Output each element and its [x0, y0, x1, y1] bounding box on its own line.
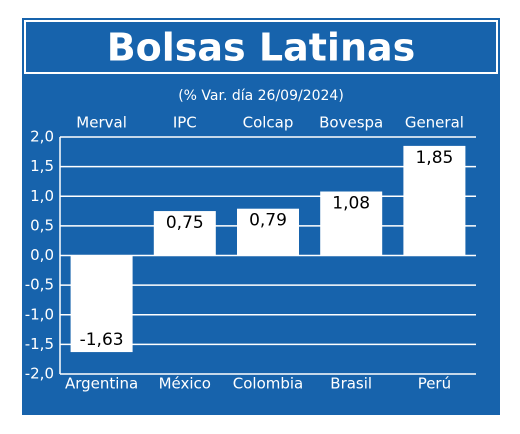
x-tick-label: Argentina: [65, 375, 138, 393]
x-tick-label: Perú: [418, 375, 451, 393]
x-tick-label: Brasil: [330, 375, 372, 393]
y-tick-label: -2,0: [25, 365, 54, 383]
index-name: Colcap: [243, 114, 294, 132]
x-tick-label: Colombia: [233, 375, 304, 393]
bar: [237, 208, 299, 256]
index-name: Merval: [76, 114, 127, 132]
bar: [70, 255, 133, 353]
index-name: IPC: [173, 114, 197, 132]
index-name: General: [405, 114, 464, 132]
index-name: Bovespa: [319, 114, 383, 132]
title-box: [24, 20, 498, 74]
chart-title: Bolsas Latinas: [107, 26, 416, 70]
value-label: 1,08: [332, 194, 370, 214]
value-label: 0,79: [249, 211, 287, 231]
bar: [403, 145, 466, 256]
y-tick-label: 0,5: [30, 216, 54, 234]
chart-subtitle: (% Var. día 26/09/2024): [178, 88, 344, 104]
bar: [153, 211, 216, 256]
x-tick-label: México: [159, 375, 211, 393]
y-tick-label: -0,5: [25, 276, 54, 294]
y-tick-label: -1,0: [25, 305, 54, 323]
y-tick-label: 1,5: [30, 157, 54, 175]
y-tick-label: 2,0: [30, 128, 54, 146]
y-tick-label: 1,0: [30, 187, 54, 205]
y-tick-label: -1,5: [25, 335, 54, 353]
value-label: 1,85: [415, 148, 453, 168]
value-label: -1,63: [80, 330, 124, 350]
value-label: 0,75: [166, 213, 204, 233]
y-tick-label: 0,0: [30, 246, 54, 264]
bar: [320, 191, 383, 256]
